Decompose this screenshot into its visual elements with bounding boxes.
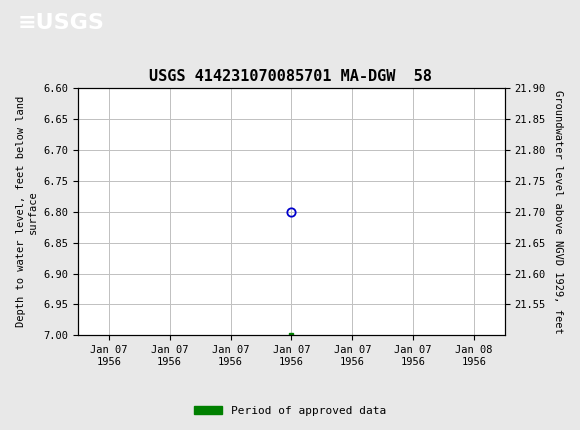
Text: USGS 414231070085701 MA-DGW  58: USGS 414231070085701 MA-DGW 58: [148, 69, 432, 84]
Y-axis label: Groundwater level above NGVD 1929, feet: Groundwater level above NGVD 1929, feet: [553, 90, 563, 334]
Legend: Period of approved data: Period of approved data: [190, 401, 390, 420]
Y-axis label: Depth to water level, feet below land
surface: Depth to water level, feet below land su…: [16, 96, 38, 327]
Text: ≡USGS: ≡USGS: [17, 12, 104, 33]
